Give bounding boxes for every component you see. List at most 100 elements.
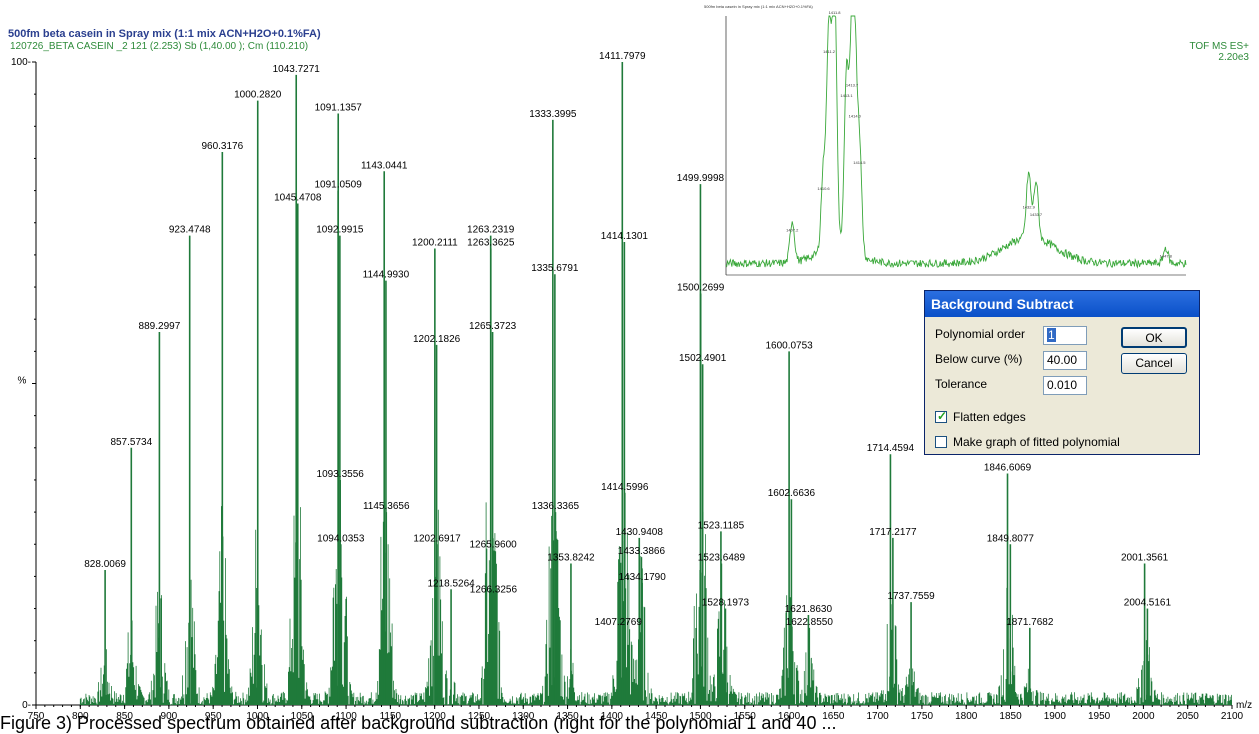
inset-peak-label: 1413.1 bbox=[840, 93, 853, 98]
polynomial-input[interactable]: 1 bbox=[1043, 326, 1087, 345]
x-tick-label: 850 bbox=[116, 711, 133, 722]
peak-label: 1266.3256 bbox=[470, 585, 518, 596]
peak-label: 2001.3561 bbox=[1121, 553, 1169, 564]
peak-label: 1849.8077 bbox=[987, 533, 1035, 544]
peak-label: 1523.1185 bbox=[698, 520, 745, 531]
x-tick-label: 1900 bbox=[1044, 711, 1067, 722]
inset-peak-label: 1410.6 bbox=[817, 186, 830, 191]
peak-label: 1265.3723 bbox=[469, 321, 517, 332]
x-axis-label: m/z bbox=[1236, 700, 1252, 711]
flatten-edges-label: Flatten edges bbox=[953, 410, 1026, 424]
x-tick-label: 1500 bbox=[689, 711, 712, 722]
checkmark-icon: ✓ bbox=[937, 409, 948, 423]
x-tick-label: 750 bbox=[28, 711, 45, 722]
trace-baseline bbox=[79, 502, 1232, 705]
peak-label: 1265.9600 bbox=[469, 540, 517, 551]
peak-label: 1353.8242 bbox=[547, 553, 595, 564]
peak-label: 1094.0353 bbox=[317, 533, 365, 544]
peak-label: 1145.3656 bbox=[363, 501, 410, 512]
peak-label: 1333.3995 bbox=[529, 109, 577, 120]
peak-label: 1043.7271 bbox=[273, 64, 321, 75]
flatten-edges-option[interactable]: ✓ Flatten edges bbox=[935, 409, 1026, 424]
x-tick-label: 2050 bbox=[1177, 711, 1200, 722]
x-tick-label: 1600 bbox=[778, 711, 801, 722]
tolerance-input[interactable]: 0.010 bbox=[1043, 376, 1087, 395]
peak-label: 1045.4708 bbox=[274, 192, 322, 203]
x-tick-label: 1400 bbox=[601, 711, 624, 722]
cancel-button[interactable]: Cancel bbox=[1121, 353, 1187, 374]
peak-label: 1434.1790 bbox=[618, 572, 666, 583]
baseline-noise bbox=[79, 502, 1232, 705]
peak-series bbox=[104, 62, 1149, 705]
peak-labels: 828.0069 857.5734 889.2997 923.4748 960.3176… bbox=[84, 51, 1171, 628]
peak-label: 1092.9915 bbox=[316, 225, 364, 236]
peak-label: 1622.8550 bbox=[786, 617, 834, 628]
peak-label: 1414.1301 bbox=[601, 231, 649, 242]
x-tick-label: 900 bbox=[161, 711, 178, 722]
inset-peak-label: 1407.2 bbox=[786, 228, 799, 233]
x-tick-label: 1150 bbox=[380, 711, 402, 722]
peak-label: 1602.6636 bbox=[768, 488, 816, 499]
peak-label: 1335.6791 bbox=[531, 263, 579, 274]
fitted-polynomial-option[interactable]: Make graph of fitted polynomial bbox=[935, 435, 1120, 449]
peak-label: 1143.0441 bbox=[361, 160, 408, 171]
peak-label: 1717.2177 bbox=[869, 527, 917, 538]
peak-label: 1202.1826 bbox=[413, 334, 461, 345]
peak-label: 1523.6489 bbox=[698, 553, 746, 564]
inset-title: 500fm beta casein in Spray mix (1:1 mix … bbox=[704, 4, 813, 9]
x-tick-label: 1700 bbox=[867, 711, 890, 722]
inset-peak-label: 1414.0 bbox=[849, 114, 862, 119]
peak-label: 1500.2699 bbox=[677, 282, 725, 293]
peak-label: 1414.5996 bbox=[601, 482, 649, 493]
x-tick-label: 1750 bbox=[911, 711, 934, 722]
y-tick-label: 0- bbox=[22, 700, 31, 711]
peak-label: 1263.3625 bbox=[467, 237, 515, 248]
peak-label: 1263.2319 bbox=[467, 225, 515, 236]
x-tick-label: 1250 bbox=[468, 711, 491, 722]
x-tick-label: 2000 bbox=[1132, 711, 1155, 722]
peak-label: 1433.3866 bbox=[618, 546, 666, 557]
peak-label: 1430.9408 bbox=[616, 527, 664, 538]
peak-label: 1336.3365 bbox=[532, 501, 580, 512]
peak-label: 1871.7682 bbox=[1006, 617, 1054, 628]
peak-label: 1144.9930 bbox=[363, 270, 410, 281]
chart-title: 500fm beta casein in Spray mix (1:1 mix … bbox=[8, 28, 321, 40]
inset-peak-label: 1413.7 bbox=[846, 83, 859, 88]
x-tick-label: 1200 bbox=[424, 711, 447, 722]
peak-label: 1846.6069 bbox=[984, 463, 1032, 474]
x-tick-label: 1950 bbox=[1088, 711, 1111, 722]
tof-readout: TOF MS ES+ 2.20e3 bbox=[1189, 41, 1249, 63]
fitted-polynomial-label: Make graph of fitted polynomial bbox=[953, 435, 1120, 449]
peak-label: 828.0069 bbox=[84, 559, 126, 570]
peak-label: 1528.1973 bbox=[702, 598, 750, 609]
peak-label: 960.3176 bbox=[201, 141, 243, 152]
fitted-polynomial-checkbox[interactable] bbox=[935, 436, 947, 448]
inset-peak-label: 1414.5 bbox=[853, 160, 866, 165]
dialog-title: Background Subtract bbox=[925, 291, 1199, 317]
peak-label: 2004.5161 bbox=[1124, 598, 1172, 609]
peak-label: 1411.7979 bbox=[599, 51, 646, 62]
peak-label: 1407.2769 bbox=[595, 617, 643, 628]
peak-label: 1502.4901 bbox=[679, 353, 727, 364]
tof-mode: TOF MS ES+ bbox=[1189, 41, 1249, 52]
x-tick-label: 1550 bbox=[734, 711, 757, 722]
polynomial-label: Polynomial order bbox=[935, 327, 1026, 341]
y-tick-label: 100- bbox=[11, 57, 31, 68]
x-tick-label: 1300 bbox=[512, 711, 535, 722]
x-tick-label: 1800 bbox=[955, 711, 978, 722]
peak-label: 1600.0753 bbox=[765, 340, 813, 351]
peak-label: 1737.7559 bbox=[887, 591, 935, 602]
peak-label: 1499.9998 bbox=[677, 173, 725, 184]
x-tick-label: 1350 bbox=[556, 711, 579, 722]
x-tick-label: 1450 bbox=[645, 711, 668, 722]
flatten-edges-checkbox[interactable]: ✓ bbox=[935, 409, 948, 423]
x-tick-label: 800 bbox=[72, 711, 89, 722]
x-tick-label: 1100 bbox=[335, 711, 357, 722]
peak-label: 1093.3556 bbox=[317, 469, 365, 480]
inset-trace bbox=[725, 15, 1187, 269]
x-tick-label: 1650 bbox=[822, 711, 845, 722]
ok-button[interactable]: OK bbox=[1121, 327, 1187, 348]
below-curve-input[interactable]: 40.00 bbox=[1043, 351, 1087, 370]
chart-axes: 750 800 850 900 950 1000 1050 1100 1150 1200 1250 1… bbox=[11, 57, 1252, 722]
